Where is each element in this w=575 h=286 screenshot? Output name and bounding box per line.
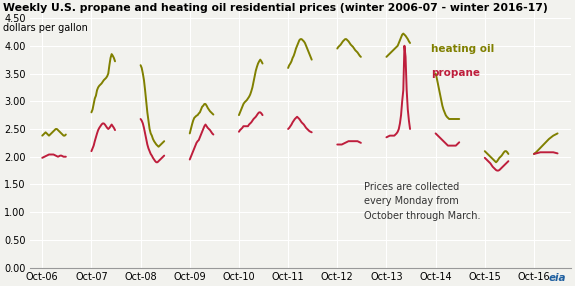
Text: heating oil: heating oil [431,44,494,54]
Text: propane: propane [431,68,480,78]
Text: Prices are collected
every Monday from
October through March.: Prices are collected every Monday from O… [365,182,481,221]
Text: dollars per gallon: dollars per gallon [3,23,88,33]
Text: eia: eia [549,273,566,283]
Text: Weekly U.S. propane and heating oil residential prices (winter 2006-07 - winter : Weekly U.S. propane and heating oil resi… [3,3,547,13]
